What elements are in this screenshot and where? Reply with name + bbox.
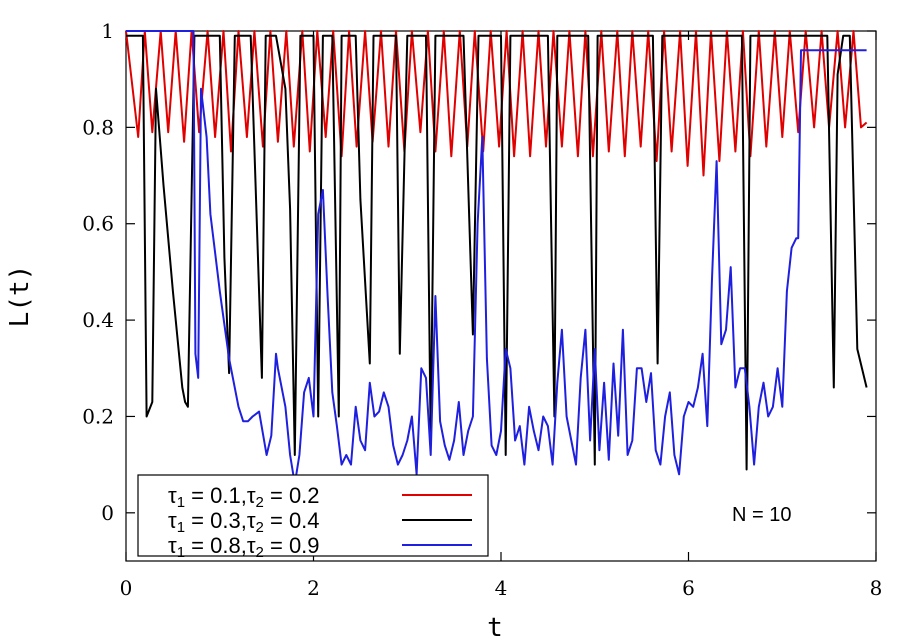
series-lines — [125, 30, 868, 485]
y-tick-label: 0.6 — [82, 212, 114, 236]
legend-label: τ1 = 0.8,τ2 = 0.9 — [168, 533, 320, 561]
x-tick-label: 6 — [682, 576, 695, 600]
annotation-n: N = 10 — [732, 504, 791, 526]
x-tick-label: 4 — [495, 576, 508, 600]
x-axis-title: t — [487, 613, 503, 643]
y-axis-title: L(t) — [5, 265, 35, 328]
y-tick-label: 0.2 — [82, 404, 114, 428]
y-tick-label: 0.4 — [82, 308, 114, 332]
x-tick-labels: 0 2 4 6 8 — [120, 576, 883, 600]
x-tick-label: 0 — [120, 576, 133, 600]
legend-box — [137, 474, 489, 557]
y-tick-label: 1 — [101, 19, 114, 43]
series-line-3 — [126, 30, 867, 485]
legend: τ1 = 0.1,τ2 = 0.2τ1 = 0.3,τ2 = 0.4τ1 = 0… — [137, 474, 489, 561]
x-tick-label: 8 — [870, 576, 883, 600]
series-line-1 — [125, 30, 868, 177]
legend-label: τ1 = 0.3,τ2 = 0.4 — [168, 508, 320, 536]
legend-label: τ1 = 0.1,τ2 = 0.2 — [168, 483, 320, 511]
y-tick-labels: 0 0.2 0.4 0.6 0.8 1 — [82, 19, 114, 525]
y-tick-label: 0 — [101, 501, 114, 525]
y-tick-label: 0.8 — [82, 115, 114, 139]
x-tick-label: 2 — [307, 576, 320, 600]
series-line-2 — [126, 34, 868, 471]
